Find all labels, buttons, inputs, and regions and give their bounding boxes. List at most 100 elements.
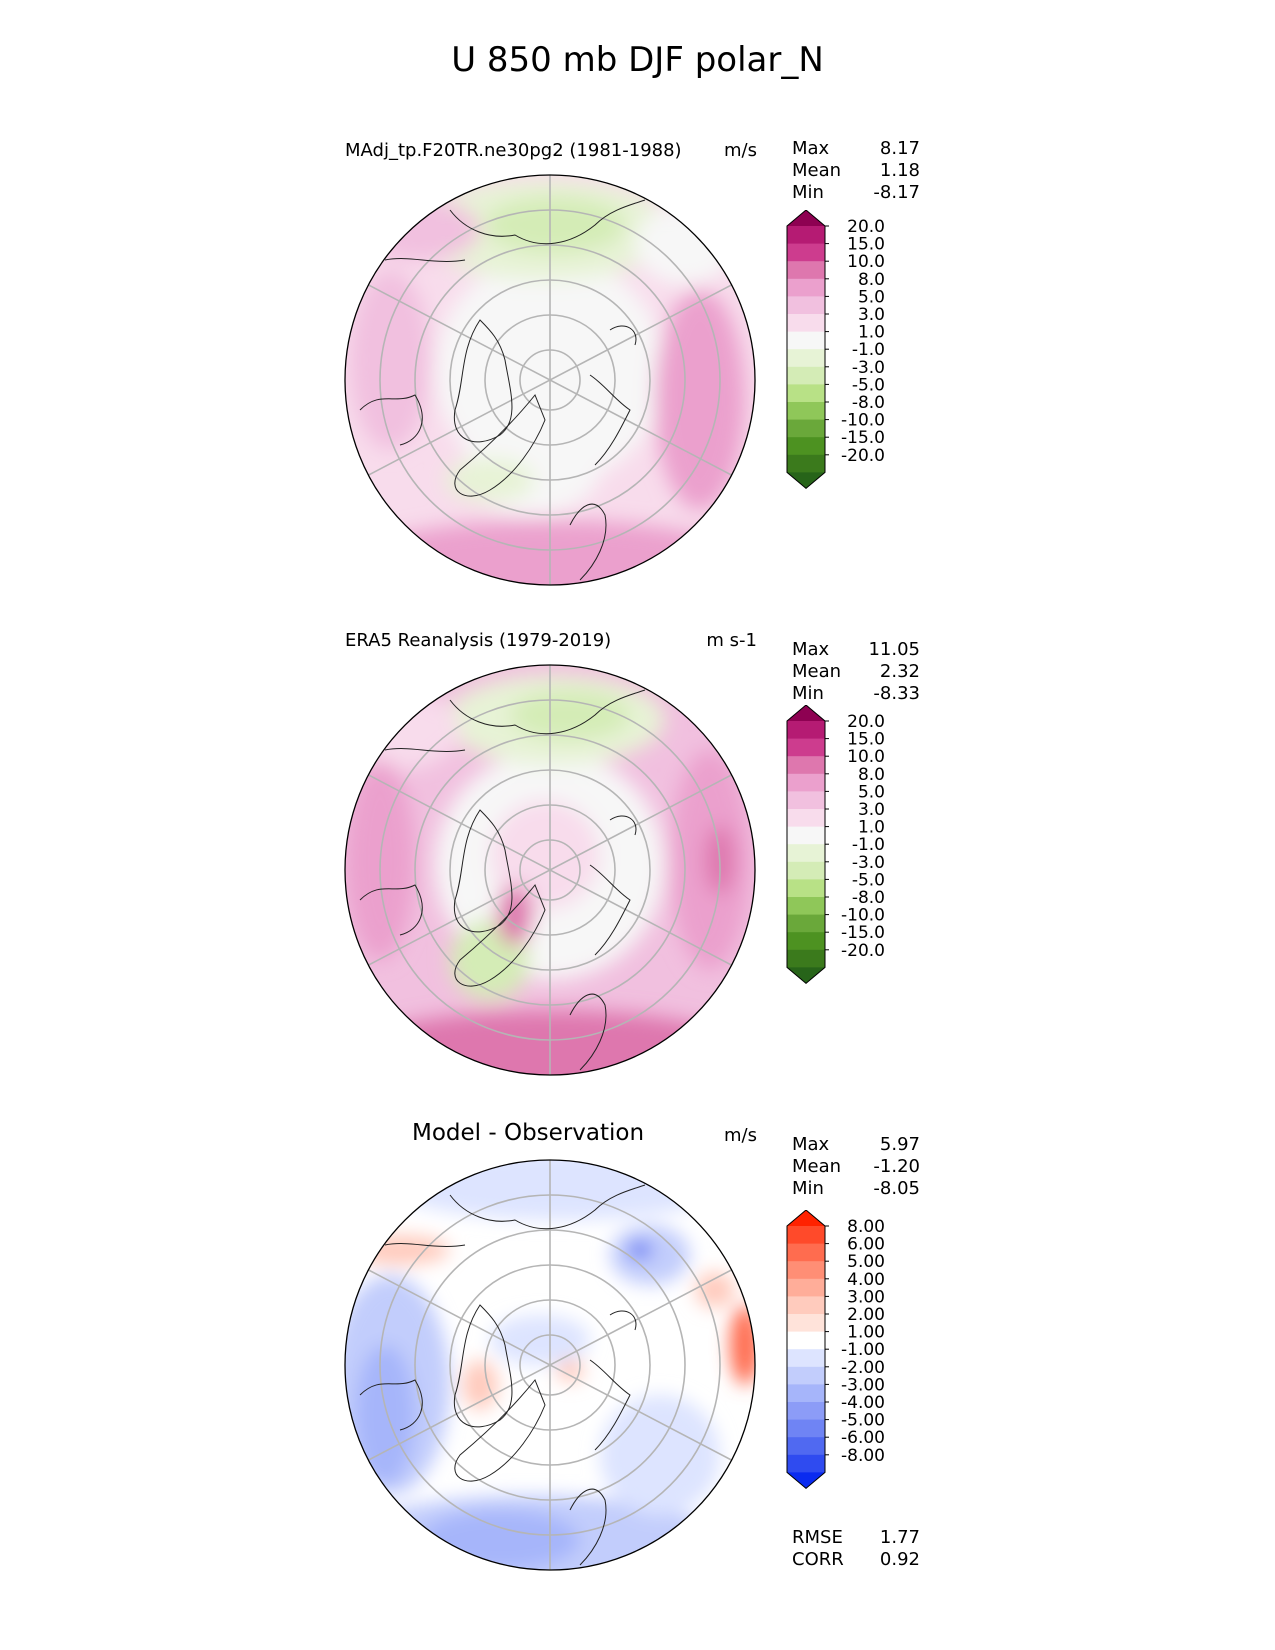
colorbar-bin: [787, 419, 825, 438]
colorbar-tick-label: -10.0: [841, 906, 885, 926]
colorbar-bin: [787, 1243, 825, 1262]
colorbar-bin: [787, 402, 825, 421]
colorbar-bin: [787, 1454, 825, 1473]
main-title: U 850 mb DJF polar_N: [451, 40, 824, 80]
colorbar-tick-label: 10.0: [847, 747, 885, 767]
polar-map-obs: [344, 664, 756, 1076]
colorbar-bin: [787, 1384, 825, 1403]
colorbar-tick-label: -20.0: [841, 941, 885, 961]
colorbar-extend-bottom: [787, 1472, 825, 1489]
colorbar-outline: [786, 1210, 826, 1490]
stat-mean: Mean 2.32: [792, 661, 920, 682]
colorbar-bin: [787, 949, 825, 968]
colorbar-bin: [787, 384, 825, 403]
colorbar-tick-label: -10.0: [841, 411, 885, 431]
colorbar-bin: [787, 1314, 825, 1333]
colorbar-tick-label: 15.0: [847, 730, 885, 750]
colorbar-tick-label: 1.0: [858, 818, 885, 838]
colorbar-bin: [787, 773, 825, 792]
colorbar-bin: [787, 278, 825, 297]
colorbar-bin: [787, 791, 825, 810]
colorbar-tick-label: -20.0: [841, 446, 885, 466]
colorbar-bin: [787, 226, 825, 245]
colorbar-bin: [787, 844, 825, 863]
colorbar-tick-label: -2.00: [841, 1358, 885, 1378]
colorbar-tick-label: -8.0: [852, 888, 885, 908]
colorbar-tick-label: 10.0: [847, 252, 885, 272]
colorbar-tick-label: -5.0: [852, 375, 885, 395]
colorbar-tick-label: 20.0: [847, 217, 885, 237]
colorbar-tick-label: 3.00: [847, 1287, 885, 1307]
colorbar-tick-label: 1.00: [847, 1323, 885, 1343]
stats-box: Max 11.05 Mean 2.32 Min -8.33: [792, 639, 920, 705]
colorbar-tick-label: 2.00: [847, 1305, 885, 1325]
colorbar-obs: 20.015.010.08.05.03.01.0-1.0-3.0-5.0-8.0…: [786, 705, 885, 985]
panel-title: Model - Observation: [412, 1120, 645, 1146]
colorbar-tick-label: 3.0: [858, 305, 885, 325]
panel-units: m s-1: [706, 630, 757, 651]
colorbar-extend-bottom: [787, 472, 825, 489]
colorbar-bin: [787, 437, 825, 456]
colorbar-bin: [787, 932, 825, 951]
colorbar-tick-label: -1.0: [852, 835, 885, 855]
stat-max: Max 8.17: [792, 138, 920, 159]
colorbar-bin: [787, 738, 825, 757]
colorbar-tick-label: -8.0: [852, 393, 885, 413]
panel-diff: Model - Observation m/s Max 5.97 Mean -1.2…: [0, 1120, 1275, 1590]
colorbar-bin: [787, 1331, 825, 1350]
colorbar-bin: [787, 879, 825, 898]
panel-title: MAdj_tp.F20TR.ne30pg2 (1981-1988): [345, 140, 682, 161]
colorbar-bin: [787, 1419, 825, 1438]
colorbar-tick-label: -1.00: [841, 1340, 885, 1360]
skill-stats: RMSE 1.77 CORR 0.92: [792, 1527, 920, 1571]
colorbar-bin: [787, 366, 825, 385]
stats-box: Max 8.17 Mean 1.18 Min -8.17: [792, 138, 920, 204]
colorbar-bin: [787, 1366, 825, 1385]
stat-min: Min -8.33: [792, 683, 920, 704]
colorbar-tick-label: -15.0: [841, 428, 885, 448]
panel-units: m/s: [724, 1125, 757, 1146]
colorbar-tick-label: 4.00: [847, 1270, 885, 1290]
colorbar-bin: [787, 1437, 825, 1456]
colorbar-tick-label: -6.00: [841, 1428, 885, 1448]
colorbar-tick-label: 20.0: [847, 712, 885, 732]
panel-model: MAdj_tp.F20TR.ne30pg2 (1981-1988) m/s Ma…: [0, 130, 1275, 600]
stat-max: Max 11.05: [792, 639, 920, 660]
stat-min: Min -8.05: [792, 1178, 920, 1199]
colorbar-bin: [787, 861, 825, 880]
colorbar-bin: [787, 721, 825, 740]
colorbar-tick-label: -4.00: [841, 1393, 885, 1413]
colorbar-tick-label: 8.00: [847, 1217, 885, 1237]
colorbar-outline: [786, 705, 826, 985]
colorbar-bin: [787, 349, 825, 368]
stat-rmse: RMSE 1.77: [792, 1527, 920, 1548]
colorbar-tick-label: -3.0: [852, 358, 885, 378]
colorbar-bin: [787, 1261, 825, 1280]
colorbar-bin: [787, 296, 825, 315]
colorbar-tick-label: 5.00: [847, 1252, 885, 1272]
colorbar-extend-top: [787, 705, 825, 721]
colorbar-tick-label: 1.0: [858, 323, 885, 343]
colorbar-tick-label: -3.0: [852, 853, 885, 873]
colorbar-tick-label: 8.0: [858, 765, 885, 785]
colorbar-tick-label: -15.0: [841, 923, 885, 943]
coastlines: [359, 1184, 646, 1566]
colorbar-outline: [786, 210, 826, 490]
stat-min: Min -8.17: [792, 182, 920, 203]
colorbar-tick-label: -5.0: [852, 870, 885, 890]
colorbar-bin: [787, 756, 825, 775]
colorbar-bin: [787, 1349, 825, 1368]
stat-mean: Mean 1.18: [792, 160, 920, 181]
colorbar-bin: [787, 826, 825, 845]
stat-mean: Mean -1.20: [792, 1156, 920, 1177]
panel-units: m/s: [724, 140, 757, 161]
colorbar-tick-label: 3.0: [858, 800, 885, 820]
colorbar-bin: [787, 1278, 825, 1297]
colorbar-extend-top: [787, 210, 825, 226]
colorbar-extend-bottom: [787, 967, 825, 984]
colorbar-tick-label: -3.00: [841, 1375, 885, 1395]
colorbar-bin: [787, 243, 825, 262]
polar-map-model: [344, 174, 756, 586]
colorbar-tick-label: 8.0: [858, 270, 885, 290]
stats-box: Max 5.97 Mean -1.20 Min -8.05: [792, 1134, 920, 1200]
